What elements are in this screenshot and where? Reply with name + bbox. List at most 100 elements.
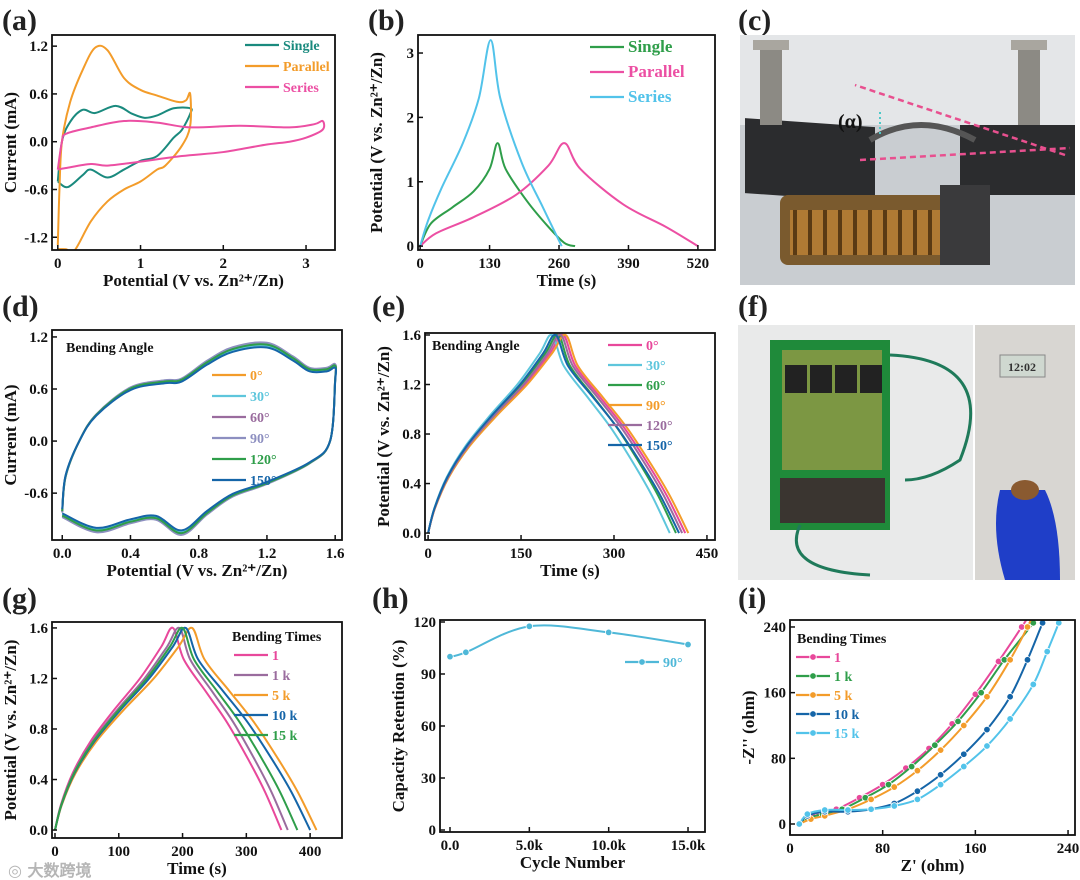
data-point: [1032, 606, 1039, 613]
y-tick-label: 0.0: [29, 823, 48, 839]
plot-area: [427, 333, 690, 534]
data-point: [1043, 647, 1051, 656]
plot-area: [446, 622, 692, 661]
legend-label: Series: [628, 87, 672, 106]
x-tick-label: 150: [510, 546, 533, 562]
legend-label: 90°: [646, 399, 666, 414]
x-tick-label: 1.2: [258, 546, 277, 562]
x-axis-label: Time (s): [167, 859, 227, 878]
x-tick-label: 0.4: [121, 546, 140, 562]
x-tick-label: 260: [548, 256, 571, 272]
legend-label: Series: [283, 81, 319, 96]
data-point: [936, 780, 945, 789]
legend-label: 120°: [250, 453, 277, 468]
legend-item: 90°: [625, 656, 683, 671]
series-line: [56, 104, 193, 189]
legend-item: 150°: [212, 474, 277, 489]
legend-item: 120°: [212, 453, 277, 468]
x-tick-label: 10.0k: [591, 838, 626, 854]
legend-label: 0°: [250, 369, 263, 384]
data-point: [960, 750, 968, 758]
y-tick-label: 0.8: [29, 722, 48, 738]
legend-label: 30°: [250, 390, 270, 405]
legend-label: Single: [283, 39, 320, 54]
legend-label: 1 k: [272, 669, 291, 684]
data-point: [960, 762, 968, 771]
watermark: ◎ 大数跨境: [8, 861, 92, 880]
axes-frame: [51, 621, 343, 839]
y-tick-label: 240: [764, 620, 787, 636]
chart-h: 0.0 5.0k 10.0k 15.0k 0 30 60 90 120 Cycle Number C…: [389, 615, 706, 872]
legend-item: Series: [245, 81, 319, 96]
legend-item: 10 k: [234, 709, 298, 724]
series-line: [427, 333, 684, 534]
legend-label: 150°: [646, 439, 673, 454]
legend-item: Parallel: [590, 62, 685, 81]
legend-label: 5 k: [272, 689, 291, 704]
legend-label: 60°: [646, 379, 666, 394]
data-point: [936, 746, 945, 754]
y-tick-label: -1.2: [24, 230, 48, 246]
data-point: [1006, 656, 1014, 664]
axes-frame: [51, 329, 343, 541]
y-tick-label: 60: [421, 719, 436, 735]
y-axis-label: Capacity Retention (%): [389, 640, 408, 813]
legend-item: 1: [234, 649, 279, 664]
data-point: [954, 717, 962, 726]
data-point: [1055, 620, 1063, 627]
legend-item: 1: [796, 651, 841, 666]
y-tick-label: 0: [407, 239, 415, 255]
panel-label: (e): [372, 290, 405, 323]
x-tick-label: 0: [51, 844, 59, 860]
x-tick-label: 300: [603, 546, 626, 562]
x-tick-label: 2: [220, 256, 228, 272]
legend-title: Bending Angle: [432, 339, 520, 354]
legend-item: 60°: [212, 411, 270, 426]
segment-displays: [785, 365, 882, 393]
data-point: [684, 640, 692, 649]
legend-label: 1: [272, 649, 279, 664]
legend-label: 1 k: [834, 670, 853, 685]
axes-frame: [51, 34, 336, 251]
panel-labels: (a) (b) (c) (d) (e) (f) (g) (h) (i): [2, 4, 771, 615]
x-tick-label: 0.0: [53, 546, 72, 562]
angle-label: (α): [838, 111, 862, 133]
data-point: [890, 802, 898, 810]
legend-item: 1 k: [796, 670, 853, 685]
legend-label: 10 k: [272, 709, 298, 724]
x-tick-label: 160: [964, 841, 987, 857]
legend-item: 15 k: [234, 729, 298, 744]
x-tick-label: 3: [302, 256, 310, 272]
legend-item: Single: [590, 37, 673, 56]
legend-label: Parallel: [283, 60, 330, 75]
x-axis-label: Potential (V vs. Zn²⁺/Zn): [103, 271, 284, 290]
photo-device-demo: 12:02: [738, 325, 1075, 580]
y-axis-label: Current (mA): [1, 384, 20, 485]
legend-label: 1: [834, 651, 841, 666]
y-tick-label: 1.6: [402, 328, 421, 344]
legend-label: 150°: [250, 474, 277, 489]
data-point: [1006, 693, 1014, 701]
legend-item: 90°: [212, 432, 270, 447]
photo-bending-fixture: (α): [740, 35, 1075, 285]
legend-item: 60°: [608, 379, 666, 394]
legend-item: 0°: [212, 369, 263, 384]
axes-frame: [417, 34, 716, 251]
x-axis-label: Cycle Number: [520, 853, 626, 872]
legend-label: 90°: [663, 656, 683, 671]
y-tick-label: 0.0: [402, 526, 421, 542]
plot-area: [56, 44, 326, 250]
legend-item: Parallel: [245, 60, 330, 75]
data-point: [913, 787, 922, 795]
plot-area: [419, 39, 699, 248]
data-point: [867, 795, 875, 804]
legend-label: 90°: [250, 432, 270, 447]
series-line: [61, 343, 338, 535]
clock-display: 12:02: [1008, 360, 1036, 374]
legend-item: 90°: [608, 399, 666, 414]
data-point: [525, 622, 534, 631]
chart-b: 0 130 260 390 520 0 1 2 3 Time (s) Potential (V vs…: [367, 34, 716, 290]
